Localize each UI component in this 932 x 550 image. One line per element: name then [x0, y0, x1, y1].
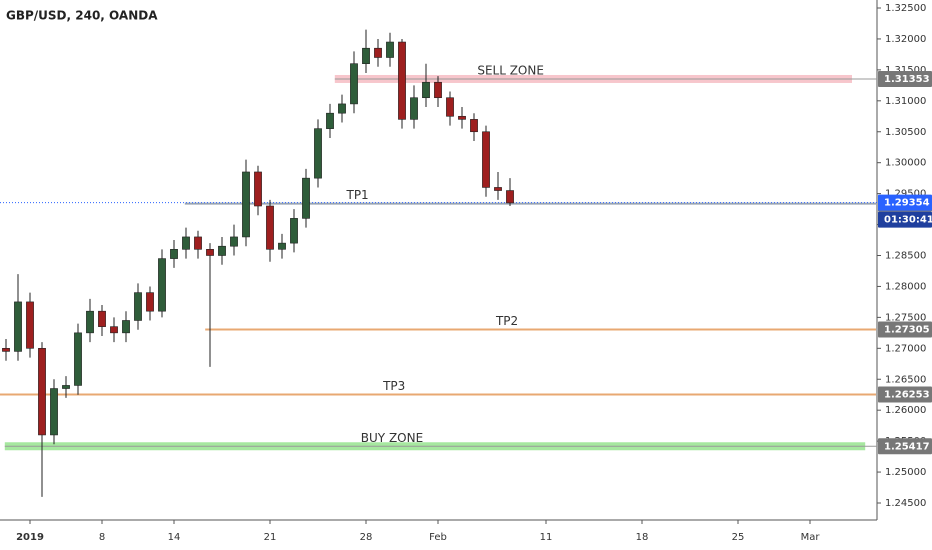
price-tag: [878, 386, 932, 403]
candle-body: [350, 63, 358, 105]
candle-body: [218, 245, 226, 256]
candle-body: [338, 103, 346, 114]
price-tag: [878, 321, 932, 338]
candle-body: [2, 348, 10, 352]
candle-body: [410, 97, 418, 120]
price-tag: [878, 438, 932, 455]
y-tick-label: 1.25000: [885, 467, 926, 478]
candle-body: [278, 242, 286, 250]
y-tick-label: 1.30000: [885, 158, 926, 169]
y-tick-label: 1.28500: [885, 251, 926, 262]
level-label: SELL ZONE: [477, 63, 544, 77]
candle-body: [302, 177, 310, 219]
candle-body: [266, 205, 274, 250]
candle-body: [74, 332, 82, 386]
x-tick-label: Feb: [429, 532, 447, 543]
candle-body: [122, 320, 130, 334]
candle-body: [14, 301, 22, 352]
x-tick-label: Mar: [801, 532, 821, 543]
price-tag-label: 1.27305: [884, 324, 930, 335]
level-label: TP3: [382, 379, 405, 393]
x-tick-label: 8: [99, 532, 105, 543]
candle-body: [254, 171, 262, 207]
x-tick-label: 21: [264, 532, 277, 543]
y-tick-label: 1.30500: [885, 127, 926, 138]
y-tick-label: 1.32000: [885, 34, 926, 45]
candle-body: [158, 258, 166, 312]
level-label: BUY ZONE: [361, 431, 423, 445]
price-tag-label: 1.26253: [884, 390, 930, 401]
candle-body: [98, 310, 106, 327]
y-tick-label: 1.32500: [885, 3, 926, 14]
candle-body: [146, 292, 154, 312]
y-tick-label: 1.26500: [885, 374, 926, 385]
candle-body: [446, 97, 454, 117]
candle-body: [26, 301, 34, 349]
last-price-tag: [878, 194, 932, 211]
candle-body: [38, 348, 46, 436]
y-tick-label: 1.31000: [885, 96, 926, 107]
candle-body: [290, 218, 298, 244]
candle-body: [434, 81, 442, 99]
candle-body: [458, 115, 466, 120]
x-tick-label: 14: [168, 532, 181, 543]
candle-body: [194, 236, 202, 250]
x-tick-label: 25: [732, 532, 745, 543]
x-tick-label: 11: [540, 532, 553, 543]
candle-body: [470, 119, 478, 133]
price-tag: [878, 70, 932, 87]
candle-body: [422, 81, 430, 99]
candle-body: [242, 171, 250, 238]
x-tick-label: 28: [360, 532, 373, 543]
candle-body: [182, 236, 190, 250]
last-price-label: 1.29354: [884, 198, 930, 209]
countdown-label: 01:30:41: [884, 215, 932, 226]
candle-body: [482, 131, 490, 188]
candle-body: [314, 128, 322, 179]
candle-body: [506, 190, 514, 204]
price-tag-label: 1.31353: [884, 74, 930, 85]
level-label: TP1: [345, 188, 368, 202]
candle-body: [170, 249, 178, 259]
y-tick-label: 1.29500: [885, 189, 926, 200]
chart-title: GBP/USD, 240, OANDA: [6, 9, 158, 23]
candle-body: [62, 385, 70, 389]
candle-body: [398, 41, 406, 120]
candle-body: [362, 47, 370, 64]
x-tick-label: 2019: [16, 532, 44, 543]
candle-body: [206, 249, 214, 256]
candle-body: [230, 236, 238, 247]
candle-body: [494, 187, 502, 191]
candle-body: [386, 41, 394, 58]
level-label: TP2: [495, 314, 518, 328]
y-tick-label: 1.27000: [885, 343, 926, 354]
candle-body: [50, 388, 58, 436]
y-tick-label: 1.26000: [885, 405, 926, 416]
y-tick-label: 1.28000: [885, 281, 926, 292]
candle-body: [86, 310, 94, 334]
y-tick-label: 1.31500: [885, 65, 926, 76]
candle-body: [326, 112, 334, 129]
y-tick-label: 1.27500: [885, 312, 926, 323]
y-tick-label: 1.24500: [885, 498, 926, 509]
candle-body: [110, 326, 118, 334]
countdown-tag: [878, 211, 932, 228]
x-tick-label: 18: [636, 532, 649, 543]
candle-body: [374, 47, 382, 58]
price-tag-label: 1.25417: [884, 441, 930, 452]
candle-body: [134, 292, 142, 321]
